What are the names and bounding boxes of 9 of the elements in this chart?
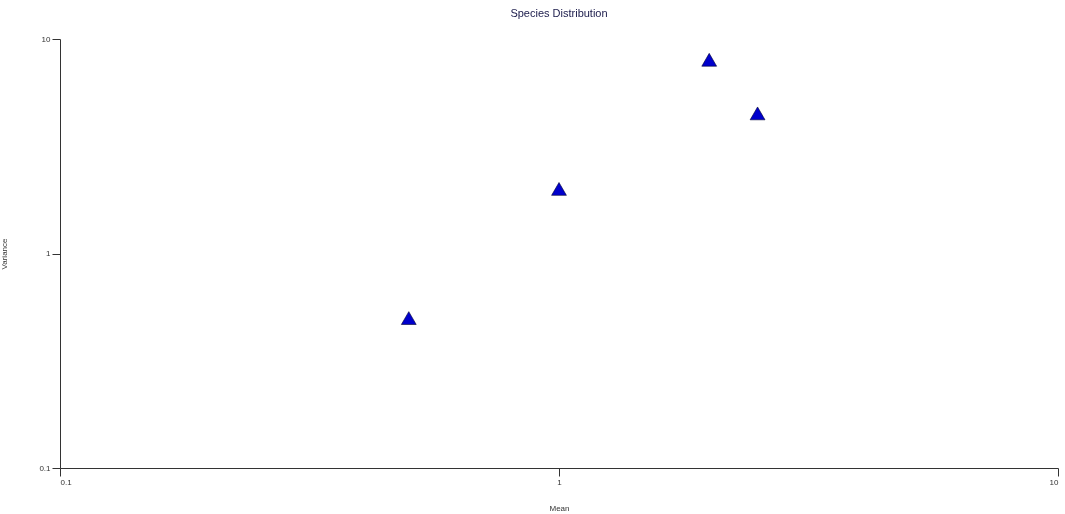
y-tick-label: 1: [46, 249, 52, 258]
y-tick-label: 0.1: [39, 463, 52, 473]
x-tick-label: 10: [1049, 477, 1060, 487]
y-tick-label: 10: [41, 34, 52, 44]
x-tick-label: 0.1: [60, 477, 73, 487]
y-axis-title: Variance: [0, 237, 10, 270]
x-axis-title: Mean: [549, 503, 570, 513]
chart-title: Species Distribution: [510, 7, 608, 19]
x-tick-label: 1: [557, 477, 563, 487]
